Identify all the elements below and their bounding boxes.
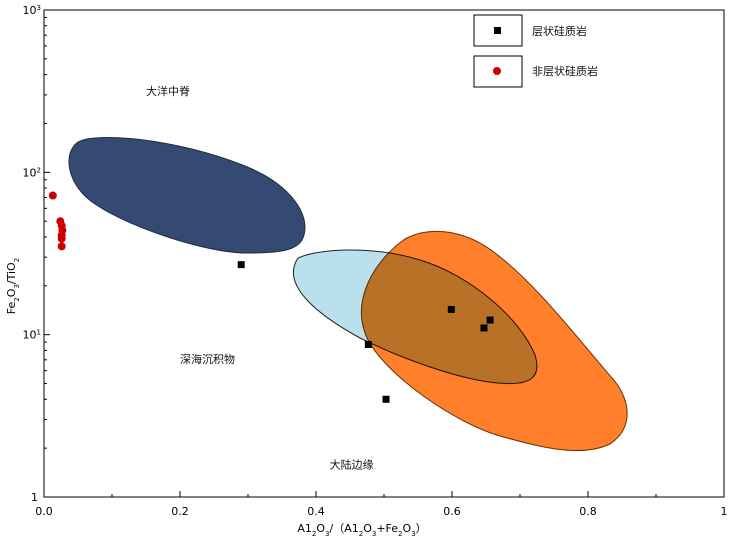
- field-label-ocean-ridge: 大洋中脊: [146, 84, 190, 98]
- point-non-layered-chert: [57, 234, 66, 243]
- field-deep-sea: [292, 249, 538, 385]
- y-tick-label: 1: [31, 491, 38, 504]
- x-tick-label: 1: [721, 505, 728, 518]
- legend-label-1: 非层状硅质岩: [532, 64, 598, 78]
- y-tick-label: 103: [23, 4, 41, 17]
- legend-label-0: 层状硅质岩: [532, 24, 587, 38]
- field-ocean-ridge: [68, 136, 306, 254]
- point-layered-chert: [382, 395, 390, 403]
- axis-tick-labels: 0.0 0.2 0.4 0.6 0.8 1 1 101 102 103: [23, 4, 728, 518]
- y-tick-label: 102: [23, 166, 41, 179]
- x-axis-title: A12O3/（A12O3+Fe2O3）: [297, 522, 426, 538]
- legend: 层状硅质岩 非层状硅质岩: [473, 14, 598, 88]
- y-tick-label: 101: [23, 329, 41, 342]
- point-layered-chert: [364, 340, 372, 348]
- axis-ticks: [43, 9, 725, 498]
- legend-marker-square: [494, 27, 501, 34]
- legend-marker-circle: [493, 67, 501, 75]
- x-tick-label: 0.6: [443, 505, 461, 518]
- data-points: [48, 191, 494, 403]
- fields-layer: [68, 136, 628, 452]
- point-layered-chert: [447, 305, 455, 313]
- point-non-layered-chert: [48, 191, 57, 200]
- field-label-deep-sea: 深海沉积物: [180, 352, 235, 366]
- x-tick-label: 0.0: [35, 505, 53, 518]
- point-non-layered-chert: [57, 242, 66, 251]
- x-tick-label: 0.2: [171, 505, 189, 518]
- x-tick-label: 0.8: [579, 505, 597, 518]
- x-tick-label: 0.4: [307, 505, 325, 518]
- point-layered-chert: [237, 261, 245, 269]
- field-label-continental-margin: 大陆边缘: [330, 457, 374, 471]
- y-axis-title: Fe2O3/TiO2: [5, 258, 21, 314]
- point-layered-chert: [486, 316, 494, 324]
- point-layered-chert: [480, 324, 488, 332]
